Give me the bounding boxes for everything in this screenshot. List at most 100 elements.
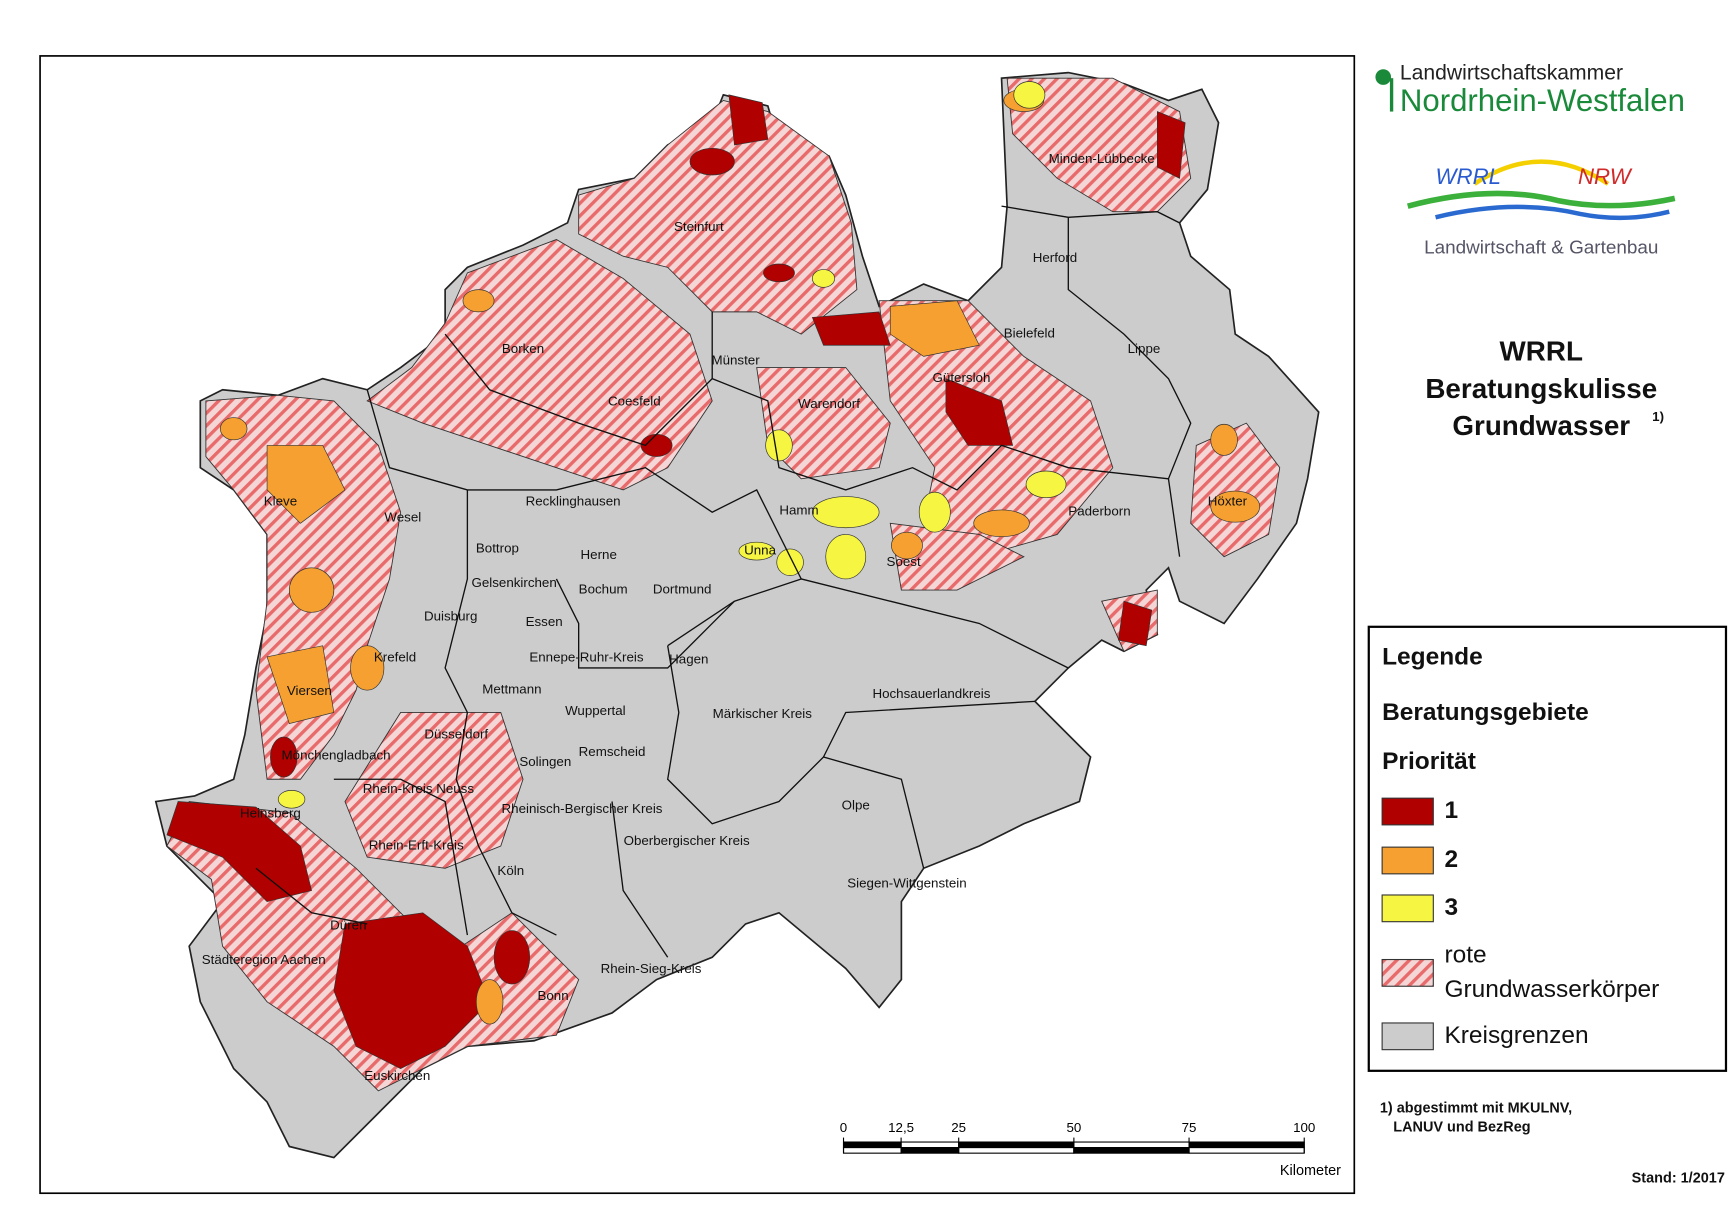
- district-borders: [255, 205, 1192, 958]
- district-label: Kleve: [264, 494, 297, 509]
- title: WRRL Beratungskulisse Grundwasser 1): [1425, 335, 1664, 441]
- logo-wrrl: WRRL: [1436, 164, 1502, 189]
- district-label: Oberbergischer Kreis: [624, 833, 750, 848]
- legend-label: 2: [1444, 846, 1458, 873]
- stand: Stand: 1/2017: [1632, 1171, 1725, 1187]
- district-label: Unna: [744, 543, 776, 558]
- district-label: Paderborn: [1068, 504, 1130, 519]
- map: Minden-Lübbecke Herford Bielefeld Lippe Stei…: [154, 71, 1320, 1159]
- district-label: Steinfurt: [674, 219, 724, 234]
- scale-segment: [842, 1147, 902, 1154]
- scale-bar: 0 12,5 25 50 75 100 Kilometer: [840, 1120, 1341, 1179]
- logo-dot: [1375, 69, 1392, 85]
- title-note-mark: 1): [1652, 409, 1664, 424]
- legend-label: Kreisgrenzen: [1444, 1022, 1588, 1049]
- district-label: Städteregion Aachen: [202, 952, 326, 967]
- district-label: Soest: [887, 554, 921, 569]
- district-label: Mönchengladbach: [282, 747, 391, 762]
- district-label: Olpe: [842, 797, 870, 812]
- district-label: Rhein-Sieg-Kreis: [601, 961, 702, 976]
- district-label: Ennepe-Ruhr-Kreis: [529, 649, 644, 664]
- scale-segment: [842, 1141, 902, 1149]
- scale-segment: [900, 1141, 960, 1149]
- district-label: Minden-Lübbecke: [1049, 151, 1155, 166]
- district-label: Höxter: [1208, 494, 1248, 509]
- district-label: Lippe: [1128, 341, 1161, 356]
- district-label: Hochsauerlandkreis: [872, 686, 990, 701]
- scale-tick-label: 50: [1066, 1120, 1081, 1135]
- district-label: Gütersloh: [933, 370, 991, 385]
- district-label: Remscheid: [579, 744, 646, 759]
- district-label: Münster: [711, 352, 760, 367]
- legend-title: Legende: [1382, 643, 1483, 670]
- legend-swatch: [1381, 1022, 1434, 1051]
- logo-bar: [1389, 78, 1394, 112]
- district-label: Hamm: [779, 503, 818, 518]
- logo-swoosh-green: [1407, 190, 1676, 209]
- scale-tick-label: 0: [840, 1120, 847, 1135]
- priority-areas: [166, 81, 1261, 1069]
- district-label: Bottrop: [476, 540, 519, 555]
- scale-segment: [958, 1141, 1075, 1149]
- logo-swoosh-blue: [1435, 204, 1670, 221]
- district-label: Heinsberg: [240, 805, 301, 820]
- scale-segment: [1188, 1141, 1305, 1149]
- footnote-line: LANUV und BezReg: [1393, 1119, 1530, 1135]
- district-label: Bielefeld: [1004, 326, 1055, 341]
- district-label: Rhein-Erft-Kreis: [369, 838, 464, 853]
- scale-segment: [900, 1147, 960, 1154]
- district-label: Hagen: [669, 652, 708, 667]
- district-label: Duisburg: [424, 608, 477, 623]
- scale-tick-label: 12,5: [888, 1120, 914, 1135]
- district-label: Warendorf: [798, 396, 860, 411]
- scale-tick-label: 25: [951, 1120, 966, 1135]
- legend-label: 1: [1444, 797, 1458, 824]
- legend: Legende Beratungsgebiete Priorität 1 2 3 ro…: [1381, 643, 1659, 1051]
- legend-swatch: [1381, 846, 1434, 875]
- legend-swatch: [1381, 797, 1434, 826]
- title-line: WRRL: [1500, 335, 1583, 366]
- district-label: Mettmann: [482, 682, 541, 697]
- legend-swatch: [1381, 958, 1434, 987]
- district-label: Wesel: [384, 509, 421, 524]
- logo-subtitle: Landwirtschaft & Gartenbau: [1424, 237, 1658, 258]
- district-label: Köln: [497, 863, 524, 878]
- footnote: 1) abgestimmt mit MKULNV, LANUV und BezR…: [1380, 1100, 1725, 1186]
- legend-label: 3: [1444, 894, 1458, 921]
- logo-chamber: Landwirtschaftskammer: [1400, 61, 1623, 84]
- legend-label: rote: [1444, 942, 1486, 969]
- district-label: Coesfeld: [608, 394, 661, 409]
- title-line: Grundwasser: [1452, 410, 1630, 441]
- district-label: Borken: [502, 341, 544, 356]
- scale-tick-label: 100: [1293, 1120, 1315, 1135]
- logo-state: Nordrhein-Westfalen: [1400, 83, 1685, 118]
- scale-segment: [1073, 1141, 1190, 1149]
- footnote-line: 1) abgestimmt mit MKULNV,: [1380, 1100, 1572, 1116]
- legend-group: Priorität: [1382, 748, 1476, 775]
- district-label: Herne: [581, 547, 617, 562]
- district-label: Dortmund: [653, 582, 712, 597]
- logo-sun: [1473, 159, 1610, 186]
- district-label: Rheinisch-Bergischer Kreis: [502, 801, 663, 816]
- district-label: Gelsenkirchen: [471, 575, 556, 590]
- scale-tick-label: 75: [1182, 1120, 1197, 1135]
- scale-unit: Kilometer: [1280, 1163, 1341, 1179]
- district-label: Düren: [330, 918, 366, 933]
- district-label: Herford: [1033, 250, 1078, 265]
- district-label: Düsseldorf: [424, 726, 488, 741]
- scale-ticks: 0 12,5 25 50 75 100: [840, 1120, 1315, 1154]
- district-label: Wuppertal: [565, 703, 626, 718]
- scale-segment: [958, 1147, 1075, 1154]
- district-label: Bonn: [537, 988, 568, 1003]
- legend-label: Grundwasserkörper: [1444, 976, 1659, 1003]
- district-label: Viersen: [287, 683, 332, 698]
- scale-segment: [1188, 1147, 1305, 1154]
- logo-nrw: NRW: [1578, 164, 1633, 189]
- district-labels: Minden-Lübbecke Herford Bielefeld Lippe Stei…: [202, 151, 1248, 1083]
- logo: Landwirtschaftskammer Nordrhein-Westfale…: [1375, 61, 1685, 258]
- legend-swatch: [1381, 894, 1434, 923]
- district-label: Bochum: [579, 582, 628, 597]
- district-label: Krefeld: [374, 649, 416, 664]
- district-label: Essen: [526, 614, 563, 629]
